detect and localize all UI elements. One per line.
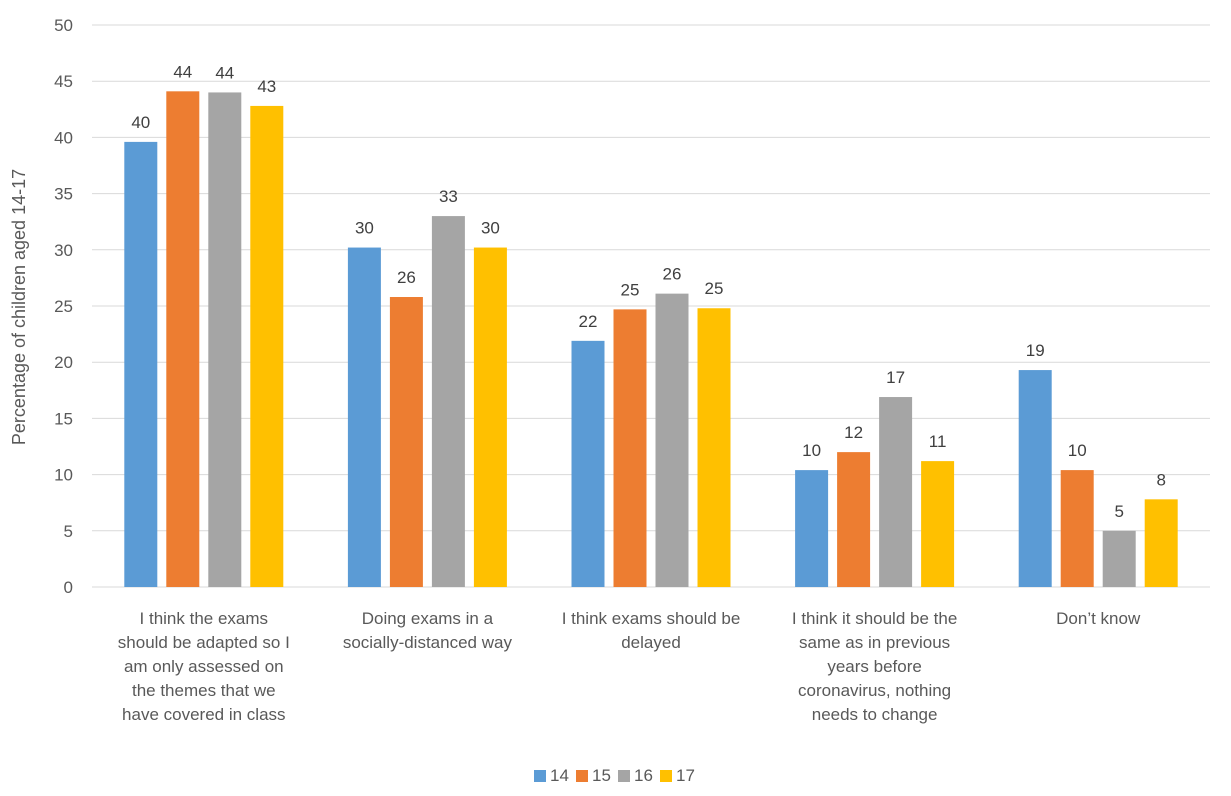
data-label: 25	[705, 279, 724, 298]
legend-swatch	[534, 770, 546, 782]
category-label: have covered in class	[122, 705, 285, 724]
y-axis-title: Percentage of children aged 14-17	[9, 169, 29, 445]
category-label: same as in previous	[799, 633, 950, 652]
data-label: 22	[579, 312, 598, 331]
category-label: I think exams should be	[562, 609, 741, 628]
bar-age-16	[431, 216, 465, 587]
data-label: 26	[397, 268, 416, 287]
data-label: 10	[802, 441, 821, 460]
bar-age-15	[166, 91, 200, 587]
category-label: delayed	[621, 633, 681, 652]
bar-age-17	[697, 308, 731, 587]
bar-age-17	[250, 105, 284, 587]
bar-age-17	[1144, 499, 1178, 587]
y-tick-label: 35	[54, 185, 73, 204]
data-label: 11	[929, 432, 947, 451]
data-label: 40	[131, 113, 150, 132]
legend-label: 15	[592, 766, 611, 785]
y-tick-label: 5	[64, 522, 73, 541]
category-label: coronavirus, nothing	[798, 681, 951, 700]
data-label: 30	[481, 219, 500, 238]
category-label: years before	[827, 657, 922, 676]
category-label: Don’t know	[1056, 609, 1141, 628]
data-label: 17	[886, 368, 905, 387]
category-label: the themes that we	[132, 681, 276, 700]
data-label: 10	[1068, 441, 1087, 460]
bar-age-14	[347, 247, 381, 587]
data-label: 12	[844, 423, 863, 442]
data-label: 8	[1156, 470, 1165, 489]
bar-age-14	[1018, 370, 1052, 587]
data-labels: 40 30 22 10 19 44 26 25 12 10 44 33 26 17 5 43 30 25 11 8	[131, 62, 1166, 520]
data-label: 19	[1026, 341, 1045, 360]
category-label: socially-distanced way	[343, 633, 513, 652]
data-label: 33	[439, 187, 458, 206]
bar-age-16	[1102, 530, 1136, 587]
bar-age-15	[389, 297, 423, 587]
bar-age-16	[208, 92, 242, 587]
y-tick-label: 0	[64, 578, 73, 597]
category-label: should be adapted so I	[118, 633, 290, 652]
legend-label: 16	[634, 766, 653, 785]
legend-swatch	[618, 770, 630, 782]
legend-label: 17	[676, 766, 695, 785]
bar-age-14	[124, 141, 158, 587]
data-label: 30	[355, 219, 374, 238]
category-label: am only assessed on	[124, 657, 284, 676]
data-label: 44	[173, 62, 192, 81]
y-tick-label: 40	[54, 128, 73, 147]
bar-age-14	[571, 340, 605, 587]
legend: 14 15 16 17	[534, 766, 695, 785]
category-label: needs to change	[812, 705, 938, 724]
legend-label: 14	[550, 766, 569, 785]
data-label: 44	[215, 63, 234, 82]
data-label: 43	[257, 77, 276, 96]
data-label: 25	[621, 280, 640, 299]
bar-age-15	[613, 309, 647, 587]
data-label: 5	[1114, 502, 1123, 521]
category-label: I think it should be the	[792, 609, 957, 628]
bars	[124, 91, 1178, 587]
data-label: 26	[663, 265, 682, 284]
legend-swatch	[660, 770, 672, 782]
y-tick-label: 45	[54, 72, 73, 91]
bar-age-14	[795, 470, 829, 587]
category-label: I think the exams	[140, 609, 269, 628]
bar-age-17	[473, 247, 507, 587]
bar-age-17	[921, 461, 955, 587]
y-tick-label: 30	[54, 241, 73, 260]
bar-age-16	[879, 397, 913, 587]
y-tick-label: 25	[54, 297, 73, 316]
legend-swatch	[576, 770, 588, 782]
y-tick-label: 15	[54, 409, 73, 428]
category-label: Doing exams in a	[362, 609, 494, 628]
y-tick-label: 10	[54, 466, 73, 485]
y-axis-ticks: 0 5 10 15 20 25 30 35 40 45 50	[54, 16, 73, 597]
x-axis-categories: I think the exams should be adapted so I a…	[118, 609, 1141, 724]
bar-age-15	[1060, 470, 1094, 587]
bar-age-15	[837, 452, 871, 587]
bar-age-16	[655, 293, 689, 587]
y-tick-label: 50	[54, 16, 73, 35]
y-tick-label: 20	[54, 353, 73, 372]
